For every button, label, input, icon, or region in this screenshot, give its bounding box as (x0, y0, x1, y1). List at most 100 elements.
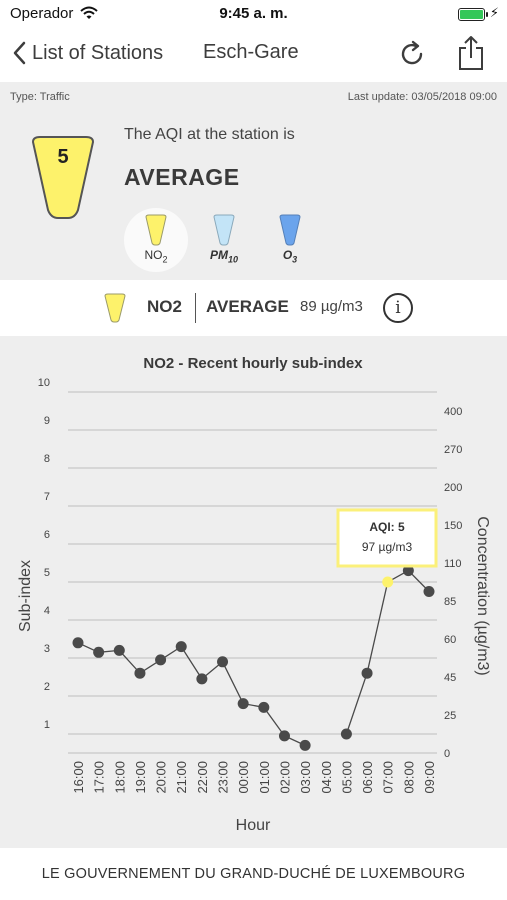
y2-tick-label: 150 (444, 520, 462, 532)
government-footer-text: LE GOUVERNEMENT DU GRAND-DUCHÉ DE LUXEMB… (41, 866, 466, 882)
chart-panel: NO2 - Recent hourly sub-index 1 2 3 4 5 6 7 8 9 10… (0, 336, 507, 848)
carrier-label: Operador (10, 5, 74, 22)
data-point (93, 646, 105, 658)
wifi-icon (80, 6, 98, 19)
x-tick-label: 05:00 (339, 761, 354, 794)
data-point (340, 728, 352, 740)
share-icon[interactable] (455, 34, 487, 72)
status-bar: Operador 9:45 a. m. ⚡ (0, 0, 507, 28)
pollutant-no2[interactable]: NO2 (124, 208, 188, 272)
aqi-badge: 5 (28, 134, 98, 220)
pm10-drop-icon (213, 214, 235, 246)
battery-icon (458, 8, 488, 21)
info-icon[interactable]: i (383, 293, 413, 323)
tooltip-value: 97 µg/m3 (362, 540, 413, 554)
data-point (258, 701, 270, 713)
station-info-panel: Type: Traffic Last update: 03/05/2018 09… (0, 82, 507, 280)
back-label: List of Stations (32, 41, 164, 64)
y-tick-label: 6 (44, 529, 50, 541)
data-point (217, 656, 229, 668)
y-axis-label: Sub-index (17, 560, 34, 632)
aqi-level: AVERAGE (124, 164, 240, 190)
hourly-subindex-chart: NO2 - Recent hourly sub-index 1 2 3 45 6 7 8 9 10… (17, 355, 491, 834)
chevron-left-icon (13, 41, 26, 65)
pollutant-label-o3: O3 (282, 248, 298, 265)
data-point (402, 565, 414, 577)
y2-tick-label: 0 (444, 748, 450, 760)
data-point (237, 698, 249, 710)
x-tick-label: 19:00 (133, 761, 148, 794)
x-tick-label: 02:00 (277, 761, 292, 794)
data-point (196, 673, 208, 685)
pollutant-label-pm10: PM10 (209, 248, 238, 265)
y-tick-label: 1 (44, 719, 50, 731)
last-update: Last update: 03/05/2018 09:00 (347, 91, 497, 103)
x-axis-label: Hour (236, 817, 271, 834)
x-tick-label: 21:00 (174, 761, 189, 794)
y-tick-label: 10 (38, 377, 50, 389)
x-tick-label: 03:00 (298, 761, 313, 794)
data-point (423, 586, 435, 597)
y2-tick-label: 45 (444, 672, 456, 684)
x-tick-label: 00:00 (236, 761, 251, 794)
x-tick-label: 04:00 (319, 761, 334, 794)
navigation-bar: List of Stations Esch-Gare (0, 28, 507, 80)
y2-tick-label: 270 (444, 444, 462, 456)
pollutant-pm10[interactable]: PM10 (192, 208, 256, 272)
status-time: 9:45 a. m. (219, 5, 288, 22)
y-tick-label: 2 (44, 681, 50, 693)
data-point (72, 637, 84, 649)
summary-pollutant: NO2 (147, 297, 182, 316)
aqi-value: 5 (57, 146, 69, 168)
x-tick-label: 22:00 (195, 761, 210, 794)
pollutant-summary-bar: NO2 AVERAGE 89 µg/m3 i (0, 280, 507, 336)
refresh-icon[interactable] (396, 38, 428, 70)
y2-tick-label: 85 (444, 596, 456, 608)
x-tick-label: 23:00 (216, 761, 231, 794)
y-tick-label: 4 (44, 605, 50, 617)
pollutant-label-no2: NO2 (144, 248, 168, 265)
x-tick-label: 17:00 (92, 761, 107, 794)
data-point (134, 667, 146, 679)
aqi-intro-text: The AQI at the station is (124, 126, 295, 143)
station-type: Type: Traffic (10, 91, 70, 103)
y-tick-label: 3 (44, 643, 50, 655)
x-tick-label: 20:00 (154, 761, 169, 794)
footer: LE GOUVERNEMENT DU GRAND-DUCHÉ DE LUXEMB… (0, 848, 507, 900)
no2-drop-icon (145, 214, 167, 246)
charging-bolt-icon: ⚡ (489, 5, 499, 20)
y-tick-label: 9 (44, 415, 50, 427)
summary-level: AVERAGE (206, 297, 289, 316)
y-tick-label: 7 (44, 491, 50, 503)
x-tick-label: 16:00 (71, 761, 86, 794)
y-tick-label: 8 (44, 453, 50, 465)
data-point (299, 739, 311, 751)
y2-tick-label: 110 (444, 558, 462, 570)
data-point (361, 667, 373, 679)
y2-axis-label: Concentration (µg/m3) (474, 516, 491, 676)
tooltip-box (336, 508, 438, 568)
chart-title: NO2 - Recent hourly sub-index (143, 355, 363, 372)
data-point (278, 730, 290, 742)
data-point (155, 654, 167, 666)
summary-divider (195, 293, 196, 323)
data-point (113, 644, 125, 656)
no2-drop-icon (104, 293, 126, 323)
y2-tick-label: 200 (444, 482, 462, 494)
data-point (175, 641, 187, 653)
pollutant-o3[interactable]: O3 (258, 208, 322, 272)
x-tick-label: 08:00 (401, 761, 416, 794)
x-tick-label: 06:00 (360, 761, 375, 794)
y2-tick-label: 400 (444, 406, 462, 418)
aqi-drop-icon (31, 136, 95, 219)
y2-tick-label: 60 (444, 634, 456, 646)
x-tick-label: 09:00 (422, 761, 437, 794)
y2-tick-label: 25 (444, 710, 456, 722)
x-tick-label: 01:00 (257, 761, 272, 794)
summary-concentration: 89 µg/m3 (300, 298, 363, 315)
back-button[interactable]: List of Stations (12, 37, 163, 69)
x-tick-label: 18:00 (112, 761, 127, 794)
tooltip-title: AQI: 5 (369, 520, 405, 534)
series-line (345, 569, 430, 735)
highlighted-data-point (382, 576, 394, 588)
